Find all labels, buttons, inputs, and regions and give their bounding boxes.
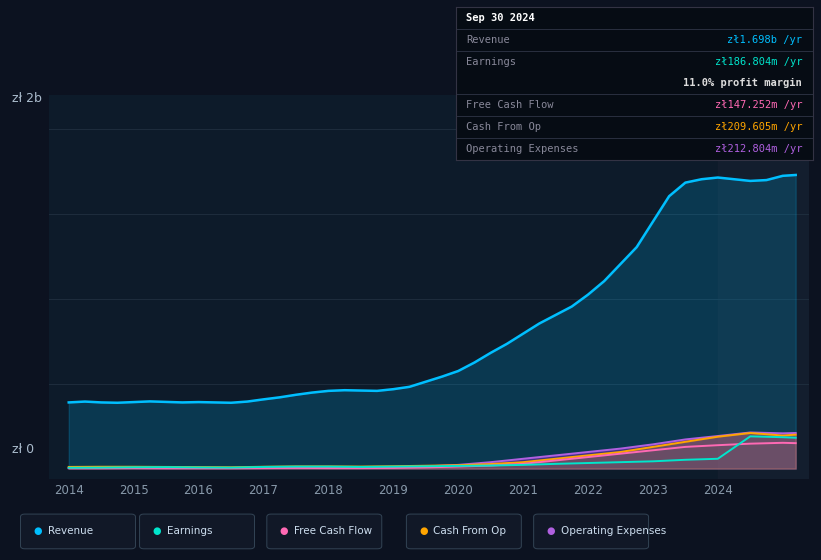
Text: zł209.605m /yr: zł209.605m /yr (714, 122, 802, 132)
Text: ●: ● (420, 526, 428, 536)
Text: Operating Expenses: Operating Expenses (561, 526, 666, 536)
Text: Free Cash Flow: Free Cash Flow (294, 526, 372, 536)
Text: Sep 30 2024: Sep 30 2024 (466, 13, 535, 23)
Text: Free Cash Flow: Free Cash Flow (466, 100, 554, 110)
Text: Revenue: Revenue (466, 35, 510, 45)
Text: 11.0% profit margin: 11.0% profit margin (683, 78, 802, 88)
Text: ●: ● (547, 526, 555, 536)
Text: zł 2b: zł 2b (12, 92, 42, 105)
Text: Earnings: Earnings (167, 526, 212, 536)
Text: ●: ● (34, 526, 42, 536)
Text: zł212.804m /yr: zł212.804m /yr (714, 144, 802, 154)
Text: ●: ● (153, 526, 161, 536)
Text: zł 0: zł 0 (12, 444, 34, 456)
Text: zł186.804m /yr: zł186.804m /yr (714, 57, 802, 67)
Text: Revenue: Revenue (48, 526, 93, 536)
Bar (718, 95, 821, 479)
Text: Operating Expenses: Operating Expenses (466, 144, 579, 154)
Text: Cash From Op: Cash From Op (433, 526, 507, 536)
Text: zł1.698b /yr: zł1.698b /yr (727, 35, 802, 45)
Text: Cash From Op: Cash From Op (466, 122, 541, 132)
Text: Earnings: Earnings (466, 57, 516, 67)
Text: ●: ● (280, 526, 288, 536)
Text: zł147.252m /yr: zł147.252m /yr (714, 100, 802, 110)
